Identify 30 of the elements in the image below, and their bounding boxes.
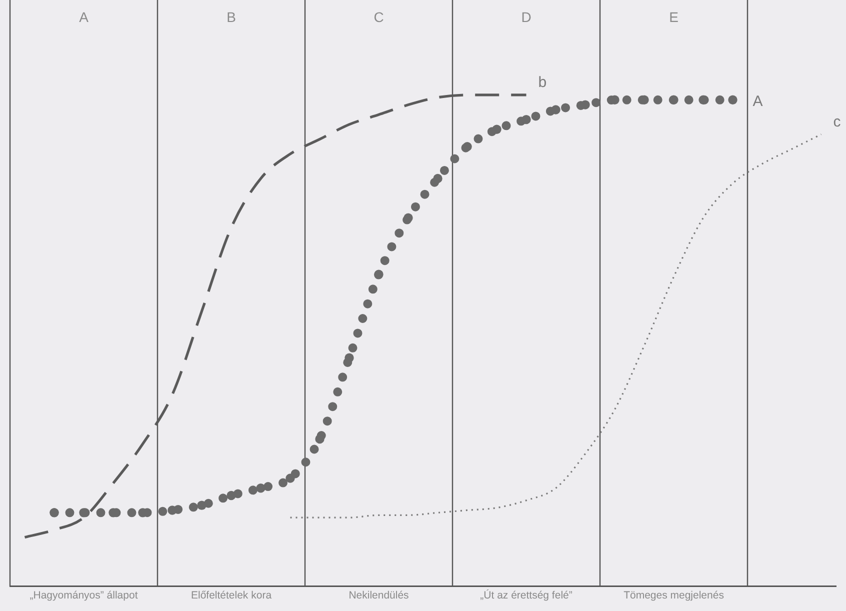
text: B — [226, 8, 236, 25]
point — [492, 124, 502, 134]
point — [344, 353, 354, 362]
point — [522, 114, 531, 124]
point — [551, 105, 560, 114]
point — [433, 174, 442, 184]
x-tick-label: „Hagyományos” állapot — [30, 590, 138, 602]
text: D — [521, 8, 532, 25]
text: C — [374, 8, 384, 25]
point — [669, 95, 678, 104]
point — [728, 95, 738, 104]
series-label: c — [833, 113, 842, 130]
point — [168, 506, 177, 515]
text: E — [669, 8, 678, 25]
x-tick-label: „Út az érettség felé” — [480, 588, 573, 602]
x-tick-label: Nekilendülés — [348, 590, 409, 602]
point — [226, 490, 236, 500]
x-tick-label: Tömeges megjelenés — [624, 590, 724, 602]
x-tick-label: Előfeltételek kora — [190, 590, 272, 602]
series-label: A — [752, 93, 763, 110]
text: A — [79, 8, 90, 25]
point — [462, 142, 472, 152]
point — [404, 213, 413, 222]
point — [197, 500, 206, 510]
point — [50, 508, 59, 518]
point — [315, 434, 324, 444]
point — [374, 270, 384, 279]
point — [256, 484, 266, 493]
point — [286, 474, 295, 483]
series-label: b — [538, 74, 547, 92]
